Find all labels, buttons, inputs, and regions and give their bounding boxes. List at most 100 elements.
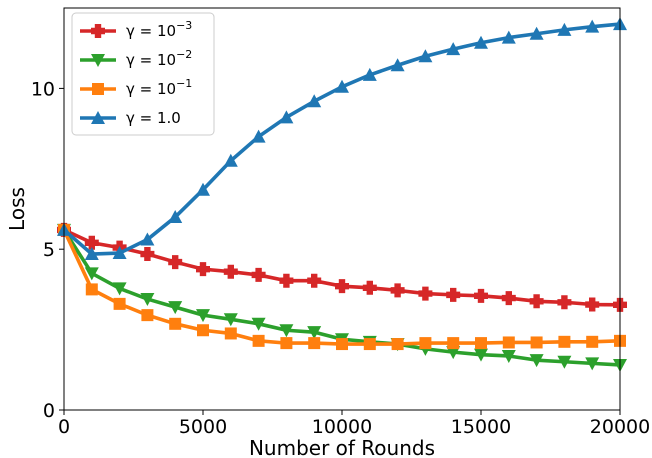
x-tick-label: 10000 bbox=[312, 416, 372, 438]
data-point bbox=[140, 293, 155, 307]
legend-item-1: γ = 10−3 bbox=[80, 19, 192, 40]
data-point bbox=[308, 337, 321, 350]
data-point bbox=[362, 67, 377, 81]
data-point bbox=[335, 79, 349, 93]
x-tick-label: 20000 bbox=[590, 416, 650, 438]
data-point bbox=[390, 283, 405, 298]
data-point bbox=[279, 110, 294, 124]
data-point bbox=[168, 301, 183, 315]
data-point bbox=[223, 313, 238, 327]
data-point bbox=[140, 232, 155, 246]
x-tick-label: 0 bbox=[58, 416, 70, 438]
series-3 bbox=[58, 223, 626, 351]
y-tick-label: 0 bbox=[43, 400, 55, 422]
data-point bbox=[252, 334, 265, 347]
data-point bbox=[474, 288, 488, 303]
data-point bbox=[168, 210, 183, 224]
data-point bbox=[223, 153, 238, 167]
data-point bbox=[84, 247, 99, 261]
data-point bbox=[113, 297, 126, 310]
data-point bbox=[501, 349, 516, 363]
data-point bbox=[391, 338, 404, 351]
data-point bbox=[474, 35, 488, 49]
data-point bbox=[557, 295, 572, 310]
data-point bbox=[196, 262, 210, 277]
data-point bbox=[197, 324, 209, 337]
data-point bbox=[529, 26, 544, 40]
data-point bbox=[140, 247, 155, 262]
data-point bbox=[279, 273, 294, 288]
data-point bbox=[585, 297, 600, 312]
data-point bbox=[530, 336, 543, 349]
data-point bbox=[84, 267, 99, 281]
legend-label: γ = 10−2 bbox=[126, 48, 192, 69]
x-tick-label: 5000 bbox=[179, 416, 227, 438]
data-point bbox=[307, 94, 322, 108]
data-point bbox=[586, 335, 599, 348]
data-point bbox=[362, 280, 377, 295]
data-point bbox=[85, 283, 98, 296]
x-axis-label: Number of Rounds bbox=[249, 436, 435, 458]
data-point bbox=[585, 19, 600, 33]
data-point bbox=[141, 309, 154, 322]
data-point bbox=[280, 337, 293, 350]
data-point bbox=[557, 355, 572, 369]
x-tick-label: 15000 bbox=[451, 416, 511, 438]
data-point bbox=[475, 337, 487, 350]
legend-swatch-marker bbox=[91, 111, 105, 124]
y-tick-label: 10 bbox=[31, 78, 55, 100]
y-tick-label: 5 bbox=[43, 239, 55, 261]
legend-label: γ = 1.0 bbox=[126, 109, 181, 127]
data-point bbox=[558, 335, 571, 348]
data-point bbox=[335, 279, 349, 294]
data-point bbox=[446, 346, 461, 360]
legend-label: γ = 10−3 bbox=[126, 19, 192, 40]
data-point bbox=[279, 324, 294, 338]
data-point bbox=[418, 286, 433, 301]
data-point bbox=[307, 326, 322, 340]
legend-item-4: γ = 1.0 bbox=[80, 109, 181, 127]
legend-item-3: γ = 10−1 bbox=[80, 77, 192, 98]
y-axis-label: Loss bbox=[5, 187, 29, 231]
data-point bbox=[251, 267, 266, 282]
data-point bbox=[84, 235, 99, 250]
data-point bbox=[501, 291, 516, 306]
data-point bbox=[112, 282, 127, 296]
legend-swatch-marker bbox=[91, 54, 105, 67]
data-point bbox=[112, 246, 127, 260]
data-point bbox=[418, 49, 433, 63]
legend-item-2: γ = 10−2 bbox=[80, 48, 192, 69]
legend-swatch-marker bbox=[91, 24, 105, 38]
data-point bbox=[251, 317, 266, 331]
data-point bbox=[529, 294, 544, 309]
data-point bbox=[196, 182, 210, 196]
legend-box bbox=[71, 12, 215, 136]
data-point bbox=[474, 348, 488, 362]
axes: 0 5000 10000 15000 20000 0 5 10 bbox=[31, 7, 650, 438]
data-point bbox=[419, 337, 432, 350]
data-point bbox=[557, 22, 572, 36]
series-4 bbox=[57, 17, 627, 261]
data-point bbox=[251, 129, 266, 143]
data-point bbox=[585, 357, 600, 371]
data-point bbox=[390, 58, 405, 72]
legend-label: γ = 10−1 bbox=[126, 77, 192, 98]
data-point bbox=[336, 338, 348, 351]
data-point bbox=[224, 327, 237, 340]
data-point bbox=[446, 287, 461, 302]
data-point bbox=[307, 273, 322, 288]
data-point bbox=[501, 30, 516, 44]
data-point bbox=[502, 336, 515, 349]
data-point bbox=[446, 42, 461, 56]
data-point bbox=[363, 338, 376, 351]
data-point bbox=[447, 337, 460, 350]
data-point bbox=[529, 354, 544, 368]
data-point bbox=[169, 317, 182, 330]
data-point bbox=[168, 255, 183, 270]
data-point bbox=[196, 309, 210, 323]
legend: γ = 10−3 γ = 10−2 γ = 10−1 γ = 1.0 bbox=[71, 12, 215, 136]
legend-swatch-marker bbox=[92, 83, 104, 95]
data-point bbox=[223, 264, 238, 279]
